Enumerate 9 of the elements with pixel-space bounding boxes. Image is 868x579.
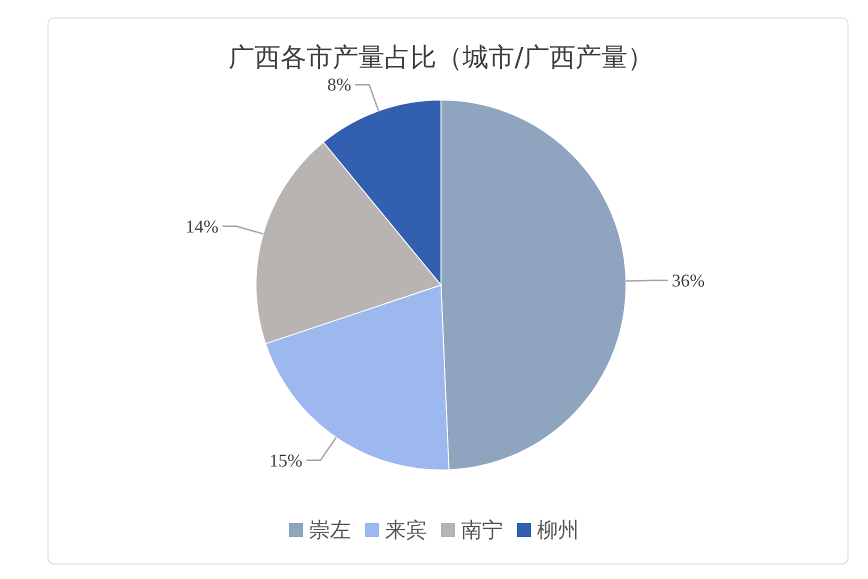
- legend-label: 柳州: [537, 518, 579, 542]
- chart-title: 广西各市产量占比（城市/广西产量）: [228, 43, 654, 73]
- data-label: 15%: [269, 450, 302, 470]
- data-label: 8%: [327, 74, 352, 95]
- legend-label: 崇左: [309, 518, 351, 542]
- legend-label: 来宾: [385, 518, 427, 542]
- data-label: 36%: [672, 270, 705, 290]
- legend-label: 南宁: [461, 518, 503, 542]
- data-label: 14%: [186, 216, 219, 236]
